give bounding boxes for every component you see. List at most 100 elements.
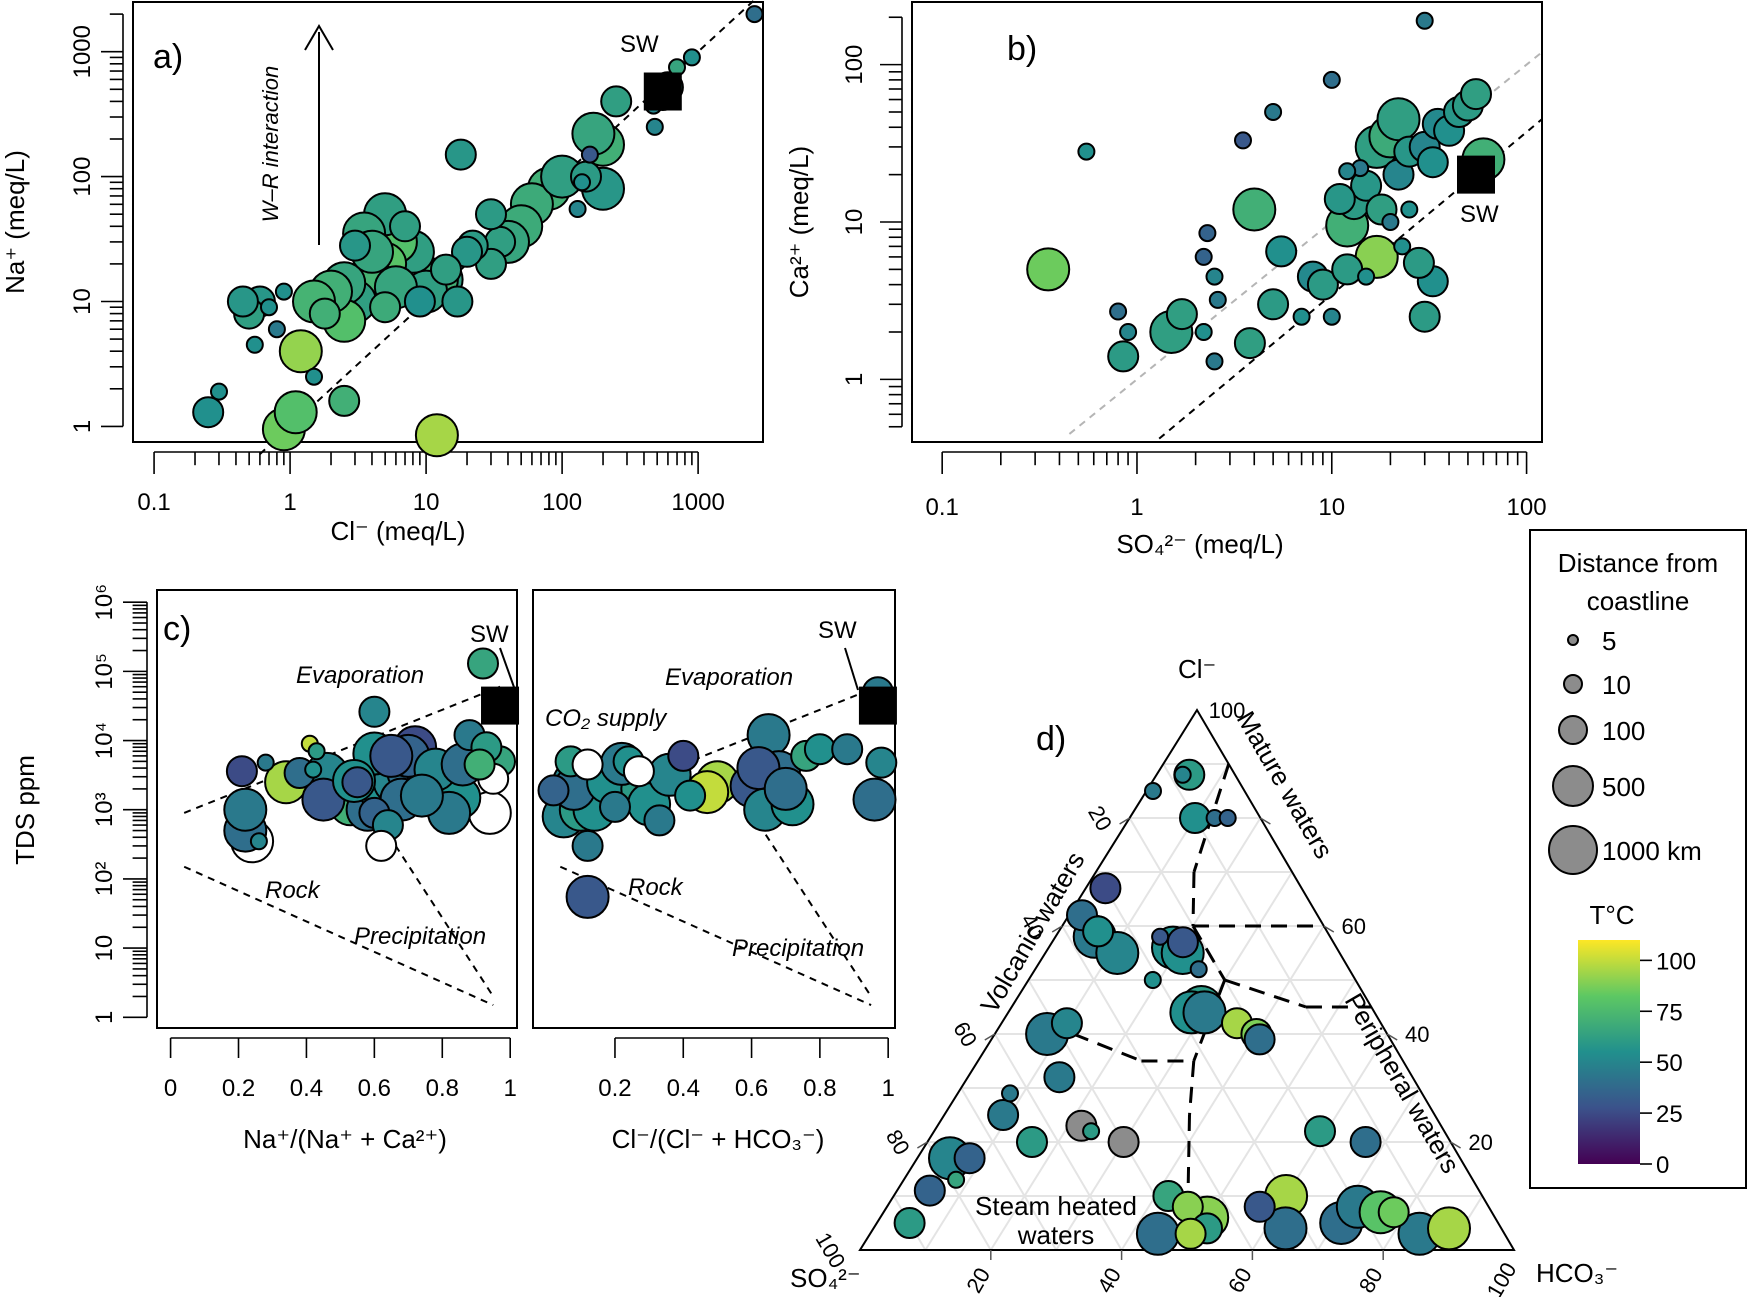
a-point [444, 138, 477, 171]
c-right-reference-line [559, 865, 872, 1007]
legend-size-500 [1552, 765, 1594, 807]
c-left-point [365, 829, 398, 862]
panel-c-label: c) [163, 610, 191, 648]
c-left-sw-marker [481, 686, 520, 725]
ternary-bottom-tick-label: 40 [1092, 1263, 1126, 1297]
c-right-co2-label: CO₂ supply [545, 705, 668, 732]
ternary-point [953, 1142, 986, 1175]
c-left-precipitation-label: Precipitation [354, 923, 486, 950]
c-right-point [763, 766, 808, 811]
legend-title-2: coastline [1587, 586, 1690, 616]
region-steam-label-1: Steam heated [975, 1191, 1137, 1221]
ternary-bottom-tick-label: 80 [1354, 1263, 1388, 1297]
ternary-bottom-tick-label: 60 [1223, 1263, 1257, 1297]
b-point [1233, 327, 1266, 360]
c-right-precipitation-label: Precipitation [732, 935, 864, 962]
a-point [278, 329, 323, 374]
ternary-right-tick-label: 20 [1468, 1130, 1492, 1155]
c-right-point [852, 777, 897, 822]
region-boundary [1191, 925, 1226, 981]
b-point [1194, 323, 1213, 341]
ternary-point [1135, 1211, 1180, 1256]
b-point [1165, 298, 1198, 331]
b-point [1460, 78, 1492, 111]
ternary-point [947, 1170, 966, 1189]
a-point [260, 298, 278, 317]
a-point [441, 285, 474, 318]
a-ytick-label: 1000 [69, 25, 96, 78]
region-boundary [1192, 979, 1227, 1062]
legend-size-10 [1563, 674, 1583, 694]
c-right-point [571, 829, 604, 862]
c-ytick-label: 10² [91, 862, 118, 897]
panel-a-ylabel: Na⁺ (meq/L) [0, 150, 30, 294]
ternary-tick [1119, 817, 1130, 825]
a-sw-marker [643, 72, 682, 111]
ternary-grid-line [1382, 1141, 1452, 1251]
b-point [1109, 302, 1128, 321]
c-left-xtick-label: 0.8 [426, 1075, 459, 1102]
panel-b-frame [911, 1, 1543, 443]
a-point [210, 382, 228, 401]
legend-size-5-label: 5 [1602, 626, 1616, 656]
b-point [1264, 103, 1283, 121]
a-point [245, 335, 264, 354]
c-right-point [865, 746, 898, 779]
c-right-point [643, 804, 676, 837]
colorbar [1578, 940, 1640, 1164]
ternary-point [1179, 802, 1211, 834]
colorbar-tick-label: 75 [1656, 999, 1683, 1026]
b-point [1393, 237, 1412, 256]
c-left-xtick-label: 0 [164, 1075, 177, 1102]
b-point [1408, 300, 1441, 333]
ternary-point [893, 1207, 926, 1239]
b-point [1205, 352, 1224, 371]
panel-b: 0.1 1 10 100 1 10 100 b) SW SO₄²⁻ (meq/L) Ca²⁺… [784, 1, 1547, 559]
ternary-grid-line [960, 1087, 1058, 1251]
c-left-evaporation-label: Evaporation [296, 662, 424, 689]
ternary-point [1001, 1084, 1019, 1103]
a-point [745, 5, 764, 24]
ternary-tick [984, 1033, 996, 1041]
b-ytick-label: 10 [841, 209, 868, 236]
a-xtick-label: 100 [542, 489, 582, 516]
b-point [1322, 70, 1341, 89]
c-right-rock-label: Rock [628, 874, 685, 901]
b-point [1257, 288, 1290, 321]
c-right-point [831, 733, 864, 766]
legend-size-1000 [1548, 825, 1598, 875]
c-left-point [256, 753, 275, 772]
a-xtick-label: 1000 [671, 489, 724, 516]
panel-b-xlabel: SO₄²⁻ (meq/L) [1116, 529, 1283, 559]
a-point [573, 173, 591, 192]
colorbar-tick-label: 25 [1656, 1101, 1683, 1128]
panel-c-left-frame [156, 589, 518, 1029]
b-point [1119, 323, 1138, 341]
ternary-point [913, 1174, 946, 1207]
b-point [1357, 267, 1376, 286]
c-left-xtick-label: 0.2 [222, 1075, 255, 1102]
legend-size-500-label: 500 [1602, 772, 1645, 802]
c-left-point [467, 647, 499, 680]
c-ytick-label: 10 [91, 935, 118, 962]
ternary-point [1143, 971, 1162, 989]
ternary-tick [1386, 1033, 1398, 1041]
panel-a-xlabel: Cl⁻ (meq/L) [330, 516, 465, 546]
b-point [1376, 97, 1421, 142]
ternary-tick [1323, 925, 1335, 933]
c-left-point [463, 748, 496, 781]
c-right-xtick-label: 0.6 [735, 1075, 768, 1102]
c-right-point [571, 748, 604, 781]
c-right-sw-pointer [844, 647, 859, 691]
panel-c-left-xlabel: Na⁺/(Na⁺ + Ca²⁺) [243, 1124, 447, 1154]
a-point [580, 145, 599, 164]
a-point [267, 320, 286, 339]
c-ytick-label: 10³ [91, 792, 118, 827]
b-point [1416, 146, 1449, 179]
vertex-so4-label: SO₄²⁻ [790, 1263, 861, 1293]
b-point [1198, 224, 1217, 243]
colorbar-tick-label: 50 [1656, 1050, 1683, 1077]
b-xtick-label: 100 [1507, 494, 1547, 521]
a-point [305, 367, 323, 386]
